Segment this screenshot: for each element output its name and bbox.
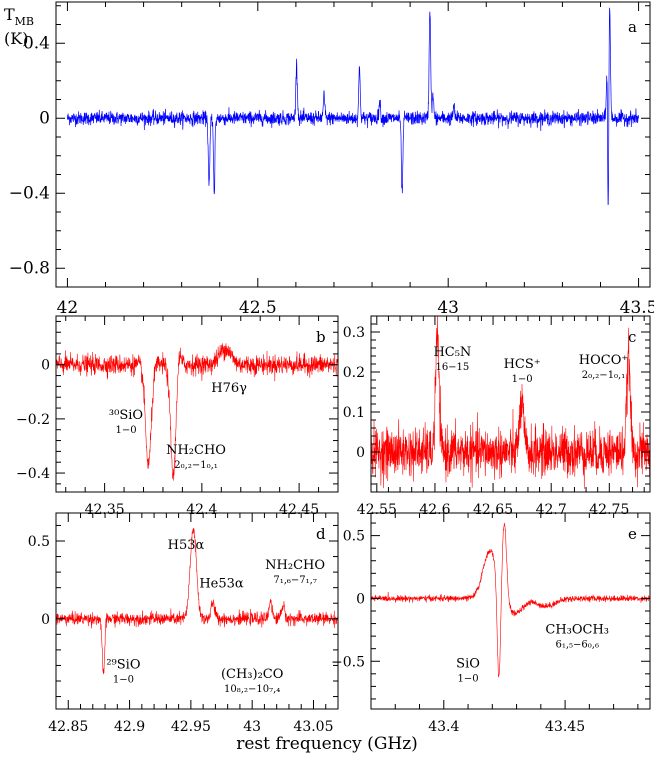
line-annotation: H53α xyxy=(168,538,205,553)
ytick-label: 0.5 xyxy=(28,534,50,550)
line-annotation: CH₃OCH₃ xyxy=(545,623,609,638)
ytick-label: 0.5 xyxy=(343,529,365,545)
line-annotation: (CH₃)₂CO xyxy=(221,667,283,682)
xtick-label: 42.75 xyxy=(589,502,629,518)
line-annotation-transition: 1−0 xyxy=(512,374,533,385)
ytick-label: 0 xyxy=(41,358,50,374)
line-annotation: ²⁹SiO xyxy=(106,658,140,673)
xtick-label: 43 xyxy=(437,298,459,318)
ytick-label: −0.4 xyxy=(9,183,50,203)
xtick-label: 42.5 xyxy=(239,298,277,318)
xtick-label: 43.5 xyxy=(620,298,654,318)
line-annotation: He53α xyxy=(199,577,244,592)
ytick-label: 0 xyxy=(39,108,50,128)
panel-d: 42.85 42.9 42.95 43 43.05 0 0.5 d H53α He53α NH₂CH… xyxy=(28,512,339,735)
line-annotation: NH₂CHO xyxy=(265,558,325,573)
plot-frame-e xyxy=(370,512,651,710)
line-annotation: ³⁰SiO xyxy=(109,408,143,423)
xtick-label: 42.95 xyxy=(171,719,211,735)
line-annotation-transition: 2₀,₂−1₀,₁ xyxy=(582,370,626,381)
line-annotation-transition: 2₀,₂−1₀,₁ xyxy=(174,460,218,471)
spectrum-trace-b xyxy=(56,343,338,481)
line-annotation-transition: 10₈,₂−10₇,₄ xyxy=(224,684,280,695)
ytick-label: −0.4 xyxy=(16,466,50,482)
ytick-label: −0.2 xyxy=(16,412,50,428)
panel-b: 42.35 42.4 42.45−0.4−0.20b³⁰SiO1−0NH₂CHO2₀… xyxy=(16,315,339,518)
ytick-label: 0 xyxy=(41,612,50,628)
line-annotation: SiO xyxy=(456,657,480,672)
xtick-label: 42.7 xyxy=(536,502,567,518)
xtick-label: 43.4 xyxy=(428,719,459,735)
y-axis-label: TMB xyxy=(4,5,34,28)
spectrum-trace-d xyxy=(56,527,338,675)
xtick-label: 43 xyxy=(243,719,261,735)
ytick-label: 0 xyxy=(356,591,365,607)
line-annotation-transition: 16−15 xyxy=(435,362,469,373)
spectrum-trace-c xyxy=(371,316,650,489)
xtick-label: 42.6 xyxy=(419,502,450,518)
xtick-label: 42.55 xyxy=(357,502,397,518)
line-annotation: HC₅N xyxy=(433,345,471,360)
figure-xlabel: rest frequency (GHz) xyxy=(236,734,418,754)
xtick-label: 43.45 xyxy=(545,719,585,735)
xtick-label: 42.4 xyxy=(186,502,217,518)
xtick-label: 43.05 xyxy=(293,719,333,735)
xtick-label: 42.35 xyxy=(85,502,125,518)
line-annotation-transition: 1−0 xyxy=(115,425,136,436)
ytick-label: 0 xyxy=(356,445,365,461)
xtick-label: 42.65 xyxy=(473,502,513,518)
ytick-label: −0.5 xyxy=(331,654,365,670)
line-annotation: HOCO⁺ xyxy=(579,353,628,368)
ytick-label: 0.4 xyxy=(23,33,50,53)
ytick-label: −0.8 xyxy=(9,258,50,278)
spectrum-trace-e xyxy=(371,522,650,678)
line-annotation-transition: 6₁,₅−6₀,₆ xyxy=(555,640,599,651)
panel-c: 42.55 42.6 42.65 42.7 42.75 0 0.1 0.2 0.3 c HC₅N 16… xyxy=(343,315,651,518)
panel-letter-e: e xyxy=(628,525,637,543)
xtick-label: 42 xyxy=(57,298,79,318)
plot-frame-d xyxy=(55,512,339,710)
line-annotation-transition: 1−0 xyxy=(457,674,478,685)
plot-frame-a xyxy=(55,1,651,288)
line-annotation: NH₂CHO xyxy=(166,443,226,458)
ytick-label: 0.3 xyxy=(343,325,365,341)
spectrum-trace-a xyxy=(67,7,639,206)
line-annotation-transition: 7₁,₆−7₁,₇ xyxy=(273,575,317,586)
panel-letter-c: c xyxy=(628,328,636,346)
xtick-label: 42.9 xyxy=(114,719,145,735)
panel-letter-d: d xyxy=(316,525,326,543)
line-annotation-transition: 1−0 xyxy=(113,675,134,686)
ytick-label: 0.2 xyxy=(343,365,365,381)
panel-a: 42 42.5 43 43.5 −0.8 −0.4 0 0.4 a TMB(K) xyxy=(4,1,654,318)
line-annotation: HCS⁺ xyxy=(504,357,541,372)
xtick-label: 42.85 xyxy=(48,719,88,735)
panel-e: 43.4 43.45 −0.5 0 0.5 e SiO 1−0 CH₃OCH₃ 6₁,₅−6₀,₆ xyxy=(331,512,651,735)
y-axis-unit: (K) xyxy=(4,29,28,48)
panel-letter-a: a xyxy=(628,18,637,36)
plot-frame-b xyxy=(55,315,339,493)
ytick-label: 0.1 xyxy=(343,405,365,421)
panel-letter-b: b xyxy=(316,328,326,346)
line-annotation: H76γ xyxy=(211,381,247,396)
